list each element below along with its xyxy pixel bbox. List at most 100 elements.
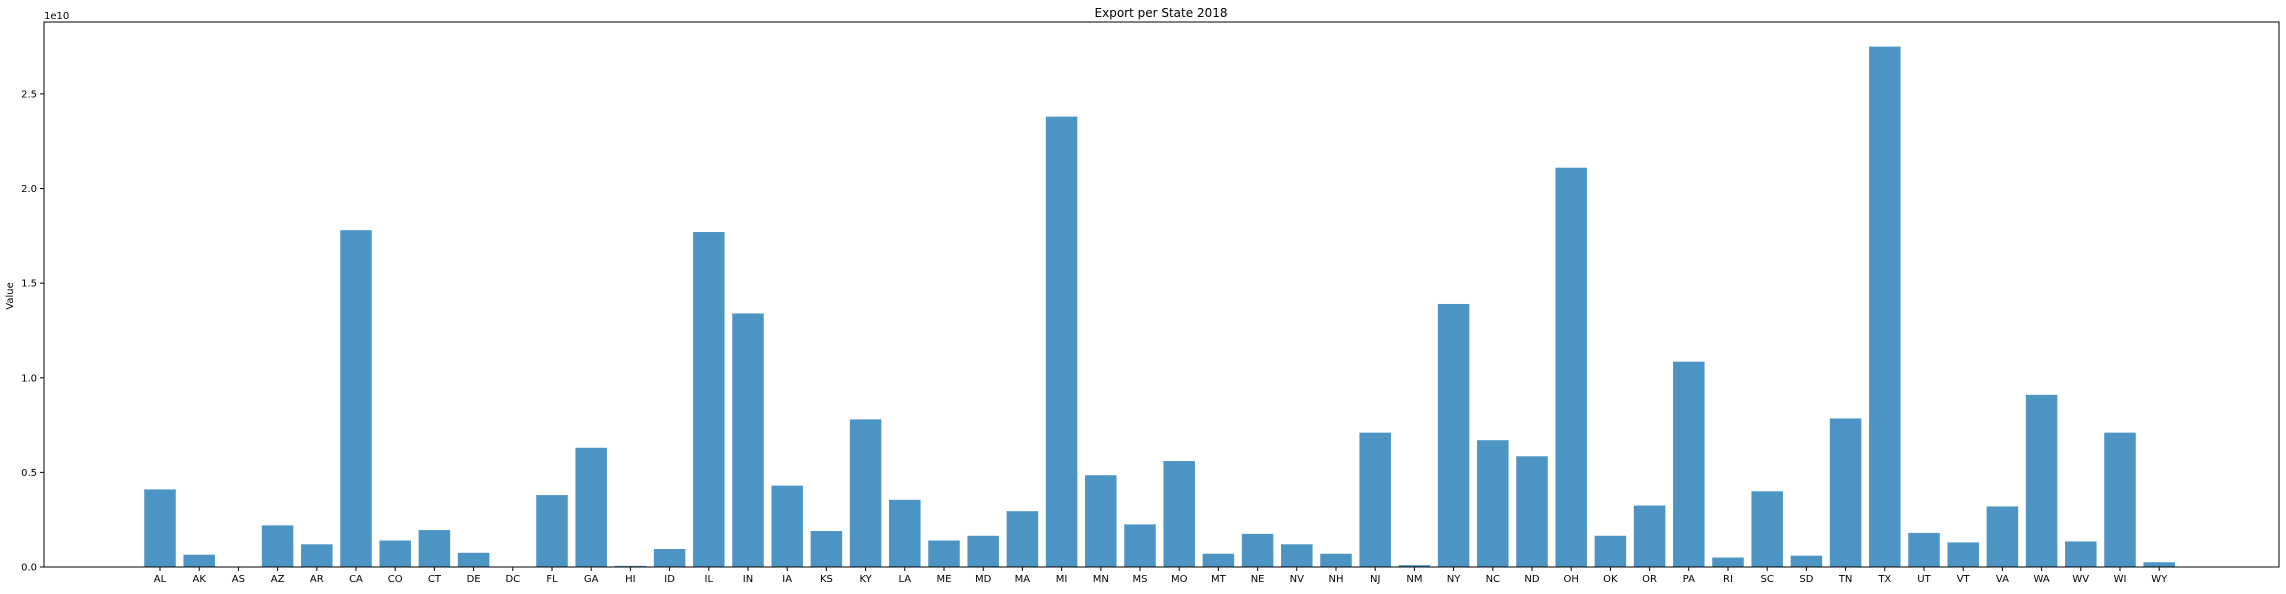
x-tick-label: IL bbox=[705, 574, 714, 585]
x-tick-label: WA bbox=[2034, 574, 2050, 585]
x-tick-label: CT bbox=[428, 574, 442, 585]
x-tick-label: KY bbox=[859, 574, 872, 585]
x-tick-label: UT bbox=[1917, 574, 1931, 585]
bar-hi bbox=[614, 565, 647, 567]
bar-tx bbox=[1869, 46, 1901, 568]
bar-pa bbox=[1673, 361, 1705, 567]
y-tick-label: 2.5 bbox=[21, 89, 37, 100]
x-tick-label: WI bbox=[2114, 574, 2127, 585]
bar-ky bbox=[849, 419, 882, 567]
bar-la bbox=[889, 499, 921, 567]
ticks-layer: AL AK AS AZ AR CA CO CT DE DC FL GA HI ID IL IN IA KS KY LA… bbox=[21, 89, 2168, 585]
bar-wv bbox=[2065, 541, 2097, 567]
x-tick-label: IN bbox=[743, 574, 753, 585]
x-tick-label: MD bbox=[975, 574, 992, 585]
x-tick-label: ID bbox=[664, 574, 675, 585]
bar-nv bbox=[1281, 544, 1313, 567]
bar-nd bbox=[1516, 456, 1548, 567]
bar-az bbox=[261, 525, 294, 567]
x-tick-label: TN bbox=[1838, 574, 1853, 585]
bar-nh bbox=[1320, 553, 1352, 567]
x-tick-label: HI bbox=[625, 574, 635, 585]
bar-fl bbox=[536, 495, 568, 567]
bar-vt bbox=[1947, 542, 1979, 567]
bar-nm bbox=[1398, 565, 1431, 567]
bar-mn bbox=[1085, 475, 1117, 567]
x-tick-label: AS bbox=[232, 574, 245, 585]
bar-de bbox=[457, 552, 490, 567]
x-tick-label: ME bbox=[937, 574, 952, 585]
x-tick-label: RI bbox=[1723, 574, 1733, 585]
x-tick-label: NC bbox=[1486, 574, 1500, 585]
x-tick-label: MI bbox=[1056, 574, 1068, 585]
bar-ne bbox=[1241, 533, 1274, 567]
x-tick-label: ND bbox=[1524, 574, 1539, 585]
bar-mo bbox=[1163, 461, 1195, 567]
plot-frame bbox=[43, 21, 2280, 568]
bar-ma bbox=[1006, 511, 1039, 567]
bar-wi bbox=[2104, 432, 2136, 567]
x-tick-label: AL bbox=[154, 574, 167, 585]
y-tick-label: 0.5 bbox=[21, 468, 37, 479]
x-tick-label: DE bbox=[467, 574, 481, 585]
y-tick-label: 0.0 bbox=[21, 563, 37, 574]
bar-wa bbox=[2025, 394, 2058, 567]
bar-oh bbox=[1555, 167, 1587, 567]
x-tick-label: NE bbox=[1251, 574, 1265, 585]
x-tick-label: VA bbox=[1996, 574, 2009, 585]
x-tick-label: NY bbox=[1447, 574, 1461, 585]
bar-mt bbox=[1202, 553, 1235, 567]
x-tick-label: MS bbox=[1133, 574, 1148, 585]
bar-ct bbox=[418, 530, 451, 567]
x-tick-label: NH bbox=[1329, 574, 1344, 585]
x-tick-label: OR bbox=[1642, 574, 1657, 585]
x-tick-label: NM bbox=[1406, 574, 1422, 585]
bar-ca bbox=[340, 230, 372, 567]
x-tick-label: NJ bbox=[1370, 574, 1380, 585]
x-tick-label: OH bbox=[1564, 574, 1579, 585]
x-tick-label: CA bbox=[349, 574, 363, 585]
x-tick-label: DC bbox=[505, 574, 520, 585]
x-tick-label: MT bbox=[1211, 574, 1227, 585]
bar-ok bbox=[1594, 535, 1627, 567]
x-tick-label: OK bbox=[1603, 574, 1618, 585]
bar-ut bbox=[1908, 532, 1940, 567]
x-tick-label: MO bbox=[1171, 574, 1188, 585]
x-tick-label: WY bbox=[2151, 574, 2168, 585]
x-tick-label: AZ bbox=[271, 574, 285, 585]
chart-title: Export per State 2018 bbox=[1095, 6, 1228, 20]
bar-ak bbox=[183, 554, 215, 567]
x-tick-label: NV bbox=[1290, 574, 1304, 585]
x-tick-label: TX bbox=[1877, 574, 1891, 585]
x-tick-label: PA bbox=[1683, 574, 1695, 585]
bar-nj bbox=[1359, 432, 1391, 567]
x-tick-label: SC bbox=[1761, 574, 1774, 585]
bar-ny bbox=[1437, 303, 1470, 567]
bar-ri bbox=[1712, 557, 1744, 567]
bar-wy bbox=[2143, 562, 2175, 567]
bar-me bbox=[928, 540, 960, 567]
bar-sc bbox=[1751, 491, 1783, 567]
x-tick-label: FL bbox=[546, 574, 558, 585]
bar-nc bbox=[1477, 440, 1509, 567]
bar-tn bbox=[1829, 418, 1862, 567]
bar-ga bbox=[575, 447, 607, 567]
y-axis-offset-label: 1e10 bbox=[44, 11, 69, 22]
x-tick-label: SD bbox=[1799, 574, 1813, 585]
x-tick-label: MN bbox=[1093, 574, 1109, 585]
bar-co bbox=[379, 540, 411, 567]
x-tick-label: VT bbox=[1957, 574, 1971, 585]
bar-in bbox=[732, 313, 764, 567]
y-tick-label: 1.5 bbox=[21, 279, 37, 290]
bars-layer bbox=[144, 46, 2175, 568]
x-tick-label: KS bbox=[820, 574, 833, 585]
y-tick-label: 2.0 bbox=[21, 184, 37, 195]
x-tick-label: AR bbox=[310, 574, 324, 585]
bar-ms bbox=[1124, 524, 1156, 567]
x-tick-label: AK bbox=[192, 574, 206, 585]
y-axis-label: Value bbox=[5, 282, 16, 309]
x-tick-label: CO bbox=[388, 574, 403, 585]
x-tick-label: WV bbox=[2072, 574, 2089, 585]
x-tick-label: MA bbox=[1015, 574, 1031, 585]
